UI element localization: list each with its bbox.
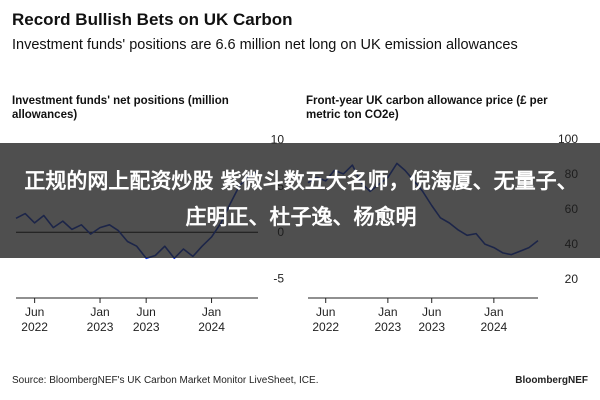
watermark-text: 正规的网上配资炒股 紫微斗数五大名师，倪海厦、无量子、庄明正、杜子逸、杨愈明 [24,169,578,229]
positions-y-tick-label: 10 [271,132,285,146]
price-x-tick-label: Jun 2023 [418,305,445,334]
positions-y-tick-label: -5 [273,272,284,286]
price-x-tick-label: Jun 2022 [312,305,339,334]
positions-x-tick-label: Jun 2022 [21,305,48,334]
positions-x-tick-label: Jan 2024 [198,305,225,334]
positions-x-tick-label: Jun 2023 [133,305,160,334]
price-x-tick-label: Jan 2024 [481,305,508,334]
chart-subtitle: Investment funds' positions are 6.6 mill… [12,37,518,53]
right-panel-title: Front-year UK carbon allowance price (£ … [306,95,548,121]
watermark-banner [0,143,600,258]
source-note: Source: BloombergNEF's UK Carbon Market … [12,375,319,386]
price-y-tick-label: 100 [558,132,578,146]
price-y-tick-label: 20 [565,272,579,286]
chart-title: Record Bullish Bets on UK Carbon [12,10,293,29]
positions-x-tick-label: Jan 2023 [87,305,114,334]
left-panel-title: Investment funds' net positions (million… [12,95,229,121]
brand-logo: BloombergNEF [515,375,588,386]
price-x-tick-label: Jan 2023 [375,305,402,334]
